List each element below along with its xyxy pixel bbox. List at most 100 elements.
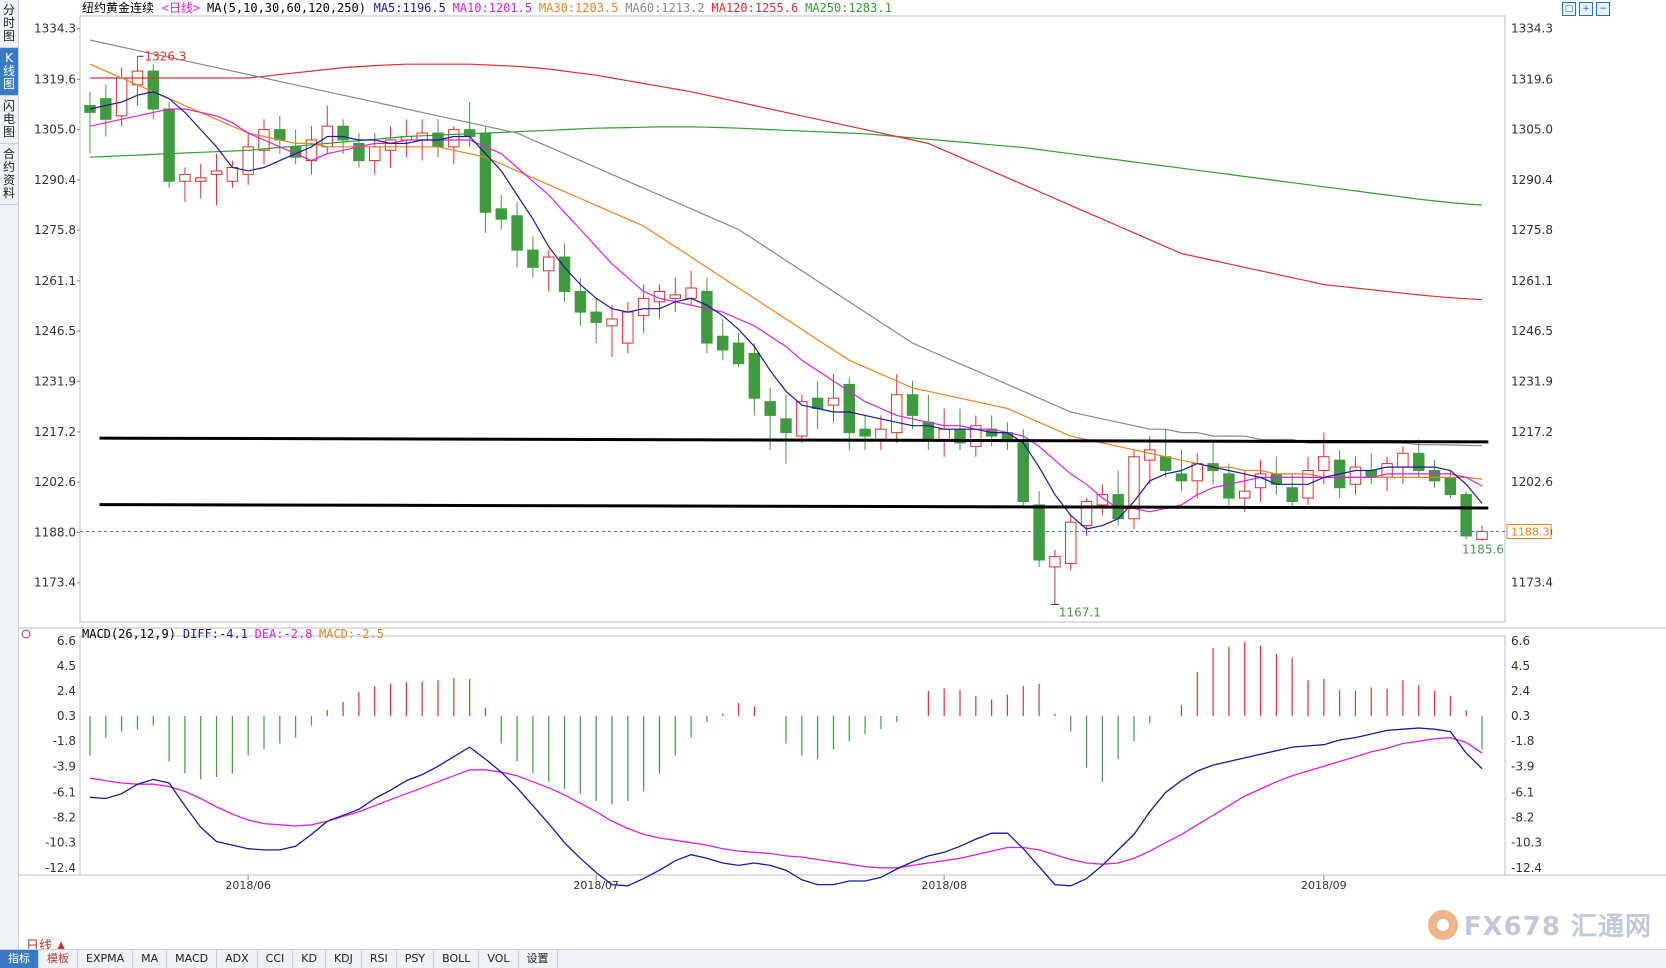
- price-tick-right: 1231.9: [1511, 374, 1553, 388]
- candle-body: [622, 311, 634, 344]
- price-tick-left: 1261.1: [34, 274, 76, 288]
- candle-body: [1159, 456, 1172, 471]
- month-label: 2018/08: [921, 879, 967, 892]
- settings-gear-icon: [21, 629, 31, 639]
- candle-body: [970, 425, 982, 447]
- price-tick-left: 1217.2: [34, 425, 76, 439]
- left-tab-3[interactable]: 合 约 资 料: [0, 144, 18, 205]
- candle-body: [1397, 452, 1409, 468]
- left-tab-2[interactable]: 闪 电 图: [0, 96, 18, 144]
- price-tick-left: 1305.0: [34, 123, 76, 137]
- indicator-tab-8[interactable]: KDJ: [326, 950, 362, 968]
- candle-body: [606, 318, 618, 327]
- price-tick-right: 1319.6: [1511, 72, 1553, 86]
- macd-tick-left: -6.1: [53, 786, 76, 800]
- indicator-tab-7[interactable]: KD: [293, 950, 326, 968]
- indicator-tab-13[interactable]: 设置: [519, 950, 558, 968]
- candle-body: [1428, 470, 1441, 482]
- month-label: 2018/09: [1301, 879, 1347, 892]
- candle-body: [843, 383, 855, 434]
- macd-tick-right: -1.8: [1511, 734, 1534, 748]
- candle-body: [875, 428, 887, 441]
- ma-value-3: MA60:1213.2: [625, 1, 704, 15]
- indicator-tab-1[interactable]: 模板: [39, 950, 78, 968]
- price-tick-left: 1290.4: [34, 173, 76, 187]
- indicator-toolbar: 指标 模板 EXPMA MA MACD ADX CCI KD KDJ RSI PSY BOLL VOL 设…: [0, 949, 1666, 968]
- candle-body: [100, 98, 112, 120]
- macd-tick-left: -12.4: [45, 861, 76, 875]
- candle-body: [748, 352, 761, 399]
- candle-body: [1191, 463, 1203, 482]
- zoom-out-icon[interactable]: −: [1596, 2, 1610, 16]
- macd-tick-right: 6.6: [1511, 634, 1530, 648]
- ma60-line: [89, 39, 1483, 447]
- ma10-line: [89, 108, 1483, 513]
- indicator-tab-12[interactable]: VOL: [479, 950, 519, 968]
- candle-body: [1349, 466, 1362, 485]
- macd-tick-right: -3.9: [1511, 759, 1534, 773]
- left-tab-0[interactable]: 分 时 图: [0, 0, 18, 48]
- candle-body: [1413, 452, 1425, 471]
- candle-body: [1286, 487, 1298, 502]
- price-panel-frame: [79, 15, 1506, 623]
- candle-body: [242, 146, 254, 175]
- candle-body: [811, 397, 824, 410]
- chart-period: <日线>: [162, 1, 200, 15]
- price-tick-right: 1290.4: [1511, 173, 1553, 187]
- indicator-tab-4[interactable]: MACD: [167, 950, 218, 968]
- indicator-tab-5[interactable]: ADX: [217, 950, 258, 968]
- indicator-tab-9[interactable]: RSI: [362, 950, 397, 968]
- macd-tick-right: -6.1: [1511, 786, 1534, 800]
- candle-body: [1318, 456, 1330, 471]
- candle-body: [1239, 490, 1251, 499]
- ma5-line: [89, 91, 1483, 530]
- candle-body: [1460, 494, 1472, 537]
- zoom-in-icon[interactable]: +: [1579, 2, 1593, 16]
- candle-body: [717, 335, 729, 351]
- month-label: 2018/06: [225, 879, 271, 892]
- indicator-tab-0[interactable]: 指标: [0, 950, 39, 968]
- price-tick-left: 1202.6: [34, 475, 76, 489]
- ma-value-0: MA5:1196.5: [374, 1, 446, 15]
- candle-body: [448, 129, 460, 148]
- macd-tick-right: 4.5: [1511, 659, 1530, 673]
- watermark: FX678 汇通网: [1427, 906, 1652, 943]
- candle-body: [543, 256, 555, 272]
- indicator-tab-2[interactable]: EXPMA: [78, 950, 134, 968]
- watermark-text: FX678 汇通网: [1463, 912, 1652, 942]
- candle-body: [685, 287, 697, 299]
- candle-body: [1254, 473, 1267, 489]
- indicator-tab-3[interactable]: MA: [133, 950, 168, 968]
- macd-tick-right: 0.3: [1511, 709, 1530, 723]
- candle-body: [1476, 530, 1488, 540]
- macd-tick-right: 2.4: [1511, 684, 1530, 698]
- candle-body: [179, 173, 191, 182]
- price-tick-left: 1319.6: [34, 72, 76, 86]
- candle-body: [511, 215, 523, 251]
- candle-body: [274, 129, 286, 141]
- price-tick-right: 1246.5: [1511, 324, 1553, 338]
- candle-body: [637, 297, 650, 317]
- candle-body: [574, 290, 587, 313]
- indicator-tab-10[interactable]: PSY: [397, 950, 435, 968]
- candle-body: [337, 125, 349, 141]
- indicator-tab-6[interactable]: CCI: [258, 950, 294, 968]
- macd-tick-left: 6.6: [57, 634, 76, 648]
- fx678-logo-icon: [1427, 909, 1458, 940]
- candle-body: [558, 256, 571, 292]
- indicator-tab-11[interactable]: BOLL: [434, 950, 480, 968]
- ma-value-1: MA10:1201.5: [453, 1, 532, 15]
- price-tick-left: 1275.8: [34, 223, 76, 237]
- macd-tick-left: -1.8: [53, 734, 76, 748]
- price-tick-right: 1173.4: [1511, 576, 1553, 590]
- current-price-box: [1506, 523, 1552, 539]
- macd-tick-right: -10.3: [1511, 836, 1542, 850]
- macd-tick-left: 0.3: [57, 709, 76, 723]
- expand-icon[interactable]: ▢: [1562, 2, 1576, 16]
- ma-value-2: MA30:1203.5: [539, 1, 618, 15]
- macd-tick-left: -8.2: [53, 811, 76, 825]
- macd-value-0: DIFF:-4.1: [183, 627, 248, 641]
- price-tick-right: 1202.6: [1511, 475, 1553, 489]
- left-tab-1[interactable]: K 线 图: [0, 48, 18, 96]
- candle-body: [1033, 504, 1045, 561]
